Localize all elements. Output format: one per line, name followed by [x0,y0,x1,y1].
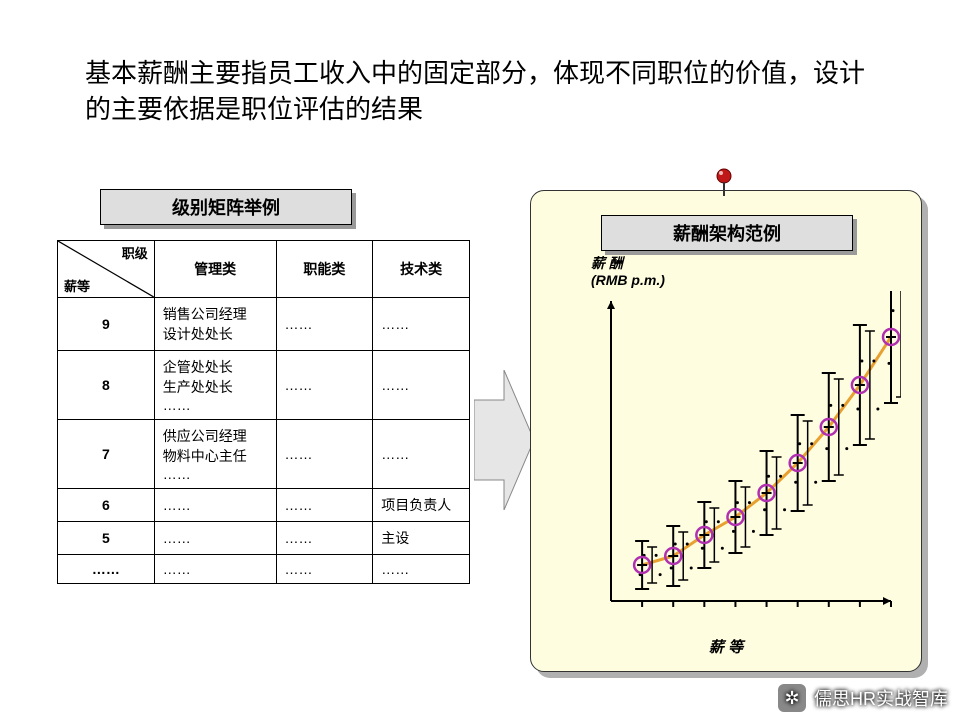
table-cell: 项目负责人 [373,489,470,522]
table-cell: 主设 [373,522,470,555]
table-cell: 企管处处长 生产处处长 …… [154,351,276,420]
table-cell: 销售公司经理 设计处处长 [154,298,276,351]
salary-chart-panel: 薪酬架构范例 薪 酬 (RMB p.m.) 薪 等 [530,190,922,672]
table-cell: …… [276,489,373,522]
arrow-icon [474,370,534,510]
left-panel-label: 级别矩阵举例 [100,189,352,225]
table-cell: 6 [58,489,155,522]
table-cell: …… [373,420,470,489]
table-cell: 5 [58,522,155,555]
ylabel-line2: (RMB p.m.) [591,272,665,288]
table-cell: …… [373,298,470,351]
table-cell: …… [276,298,373,351]
table-cell: 8 [58,351,155,420]
table-cell: …… [276,351,373,420]
table-row: 5…………主设 [58,522,470,555]
col-header: 职能类 [276,241,373,298]
table-cell: …… [154,555,276,584]
grade-matrix-table: 职级 薪等 管理类 职能类 技术类 9销售公司经理 设计处处长…………8企管处处… [57,240,470,584]
table-row: 7供应公司经理 物料中心主任 ……………… [58,420,470,489]
col-header: 管理类 [154,241,276,298]
table-cell: …… [373,555,470,584]
table-cell: 9 [58,298,155,351]
table-cell: …… [58,555,155,584]
table-row: …………………… [58,555,470,584]
table-cell: 供应公司经理 物料中心主任 …… [154,420,276,489]
ylabel-line1: 薪 酬 [591,255,623,271]
pin-icon [714,168,734,196]
table-cell: …… [276,420,373,489]
right-panel-label: 薪酬架构范例 [601,215,853,251]
col-header: 技术类 [373,241,470,298]
table-cell: …… [373,351,470,420]
chart-x-label: 薪 等 [531,636,921,657]
table-corner-cell: 职级 薪等 [58,241,155,298]
watermark: ✲ 儒思HR实战智库 [778,684,948,712]
table-cell: 7 [58,420,155,489]
page-title: 基本薪酬主要指员工收入中的固定部分，体现不同职位的价值，设计的主要依据是职位评估… [85,55,880,128]
table-cell: …… [154,522,276,555]
wechat-icon: ✲ [778,684,806,712]
table-row: 9销售公司经理 设计处处长………… [58,298,470,351]
table-cell: …… [276,555,373,584]
corner-bottom: 薪等 [64,276,90,295]
table-row: 6…………项目负责人 [58,489,470,522]
watermark-text: 儒思HR实战智库 [814,685,948,711]
table-row: 8企管处处长 生产处处长 ……………… [58,351,470,420]
corner-top: 职级 [122,243,148,262]
salary-range-chart [591,291,901,621]
table-cell: …… [154,489,276,522]
chart-y-label: 薪 酬 (RMB p.m.) [591,255,665,289]
table-cell: …… [276,522,373,555]
